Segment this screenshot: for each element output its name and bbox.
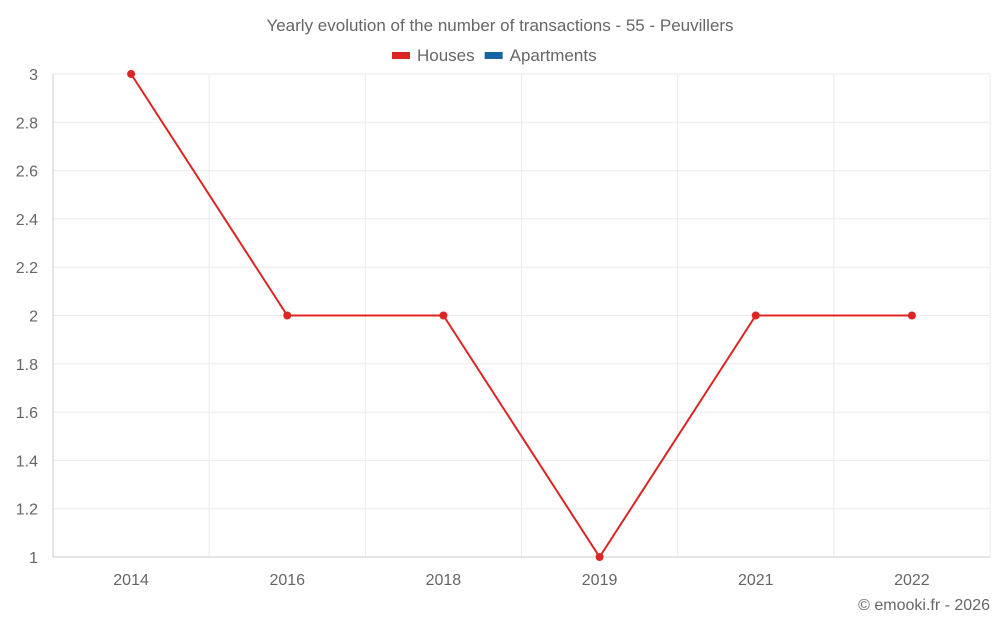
y-tick-label: 2.6 (16, 164, 38, 181)
y-tick-label: 2.4 (16, 212, 38, 229)
data-point (283, 311, 292, 320)
x-tick-label: 2019 (582, 572, 618, 589)
y-tick-label: 1.2 (16, 502, 38, 519)
series (127, 70, 916, 561)
data-point (907, 311, 916, 320)
legend: Houses Apartments (392, 46, 597, 65)
y-tick-label: 2 (29, 309, 38, 326)
x-tick-label: 2018 (426, 572, 462, 589)
y-tick-label: 1.6 (16, 405, 38, 422)
legend-label-apartments: Apartments (510, 46, 597, 65)
legend-swatch-houses (392, 52, 410, 59)
legend-label-houses: Houses (417, 46, 475, 65)
series-line-houses (130, 73, 912, 559)
y-tick-label: 3 (29, 67, 38, 84)
data-point (595, 553, 604, 561)
credit-text: © emooki.fr - 2026 (858, 597, 990, 614)
axes: 1 1.2 1.4 1.6 1.8 2 2.2 2.4 2.6 2.8 3 2014 2016 2018 2… (16, 67, 990, 589)
x-tick-label: 2022 (894, 572, 930, 589)
chart-title: Yearly evolution of the number of transa… (266, 16, 733, 35)
y-tick-label: 1 (29, 550, 38, 567)
data-point (751, 311, 760, 320)
y-tick-label: 2.8 (16, 115, 38, 132)
y-tick-label: 1.8 (16, 357, 38, 374)
data-point (439, 311, 448, 320)
y-tick-label: 1.4 (16, 453, 38, 470)
legend-swatch-apartments (484, 52, 503, 59)
x-tick-label: 2014 (113, 572, 149, 589)
x-tick-label: 2021 (738, 572, 774, 589)
x-tick-label: 2016 (269, 572, 305, 589)
y-tick-label: 2.2 (16, 260, 38, 277)
data-point (127, 70, 136, 78)
